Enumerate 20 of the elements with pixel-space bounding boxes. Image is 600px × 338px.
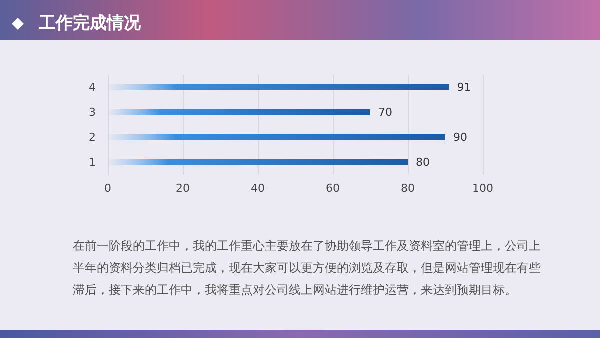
x-tick-label: 40 xyxy=(251,182,265,195)
y-tick-label: 3 xyxy=(89,106,96,119)
y-tick-label: 4 xyxy=(89,81,96,94)
bar xyxy=(108,160,408,166)
text: 在前一阶段的工作中，我的工作重心主要放在了协助领导工作及资料室的管理上，公司上半年的资料分类归档已完成，现在大家可以更方便的浏览及存取，但是网站管理现在有些滞后，接下来的工作中，我将重点对公司线上网站进行维护运营，来达到预期目标。 xyxy=(73,239,541,297)
bar xyxy=(108,110,370,116)
bar xyxy=(108,134,446,140)
data-label: 70 xyxy=(378,106,392,119)
y-tick-label: 1 xyxy=(89,156,96,169)
x-tick-label: 0 xyxy=(104,182,112,195)
bar xyxy=(108,84,450,90)
data-label: 90 xyxy=(454,131,468,144)
data-label: 91 xyxy=(457,81,472,94)
y-tick-label: 2 xyxy=(89,131,96,144)
x-tick-label: 20 xyxy=(176,182,190,195)
x-tick-label: 80 xyxy=(401,182,415,195)
x-tick-label: 60 xyxy=(326,182,340,195)
data-label: 80 xyxy=(416,156,430,169)
x-tick-label: 100 xyxy=(472,182,494,195)
chart-title: 工作完成情况 xyxy=(38,14,142,34)
